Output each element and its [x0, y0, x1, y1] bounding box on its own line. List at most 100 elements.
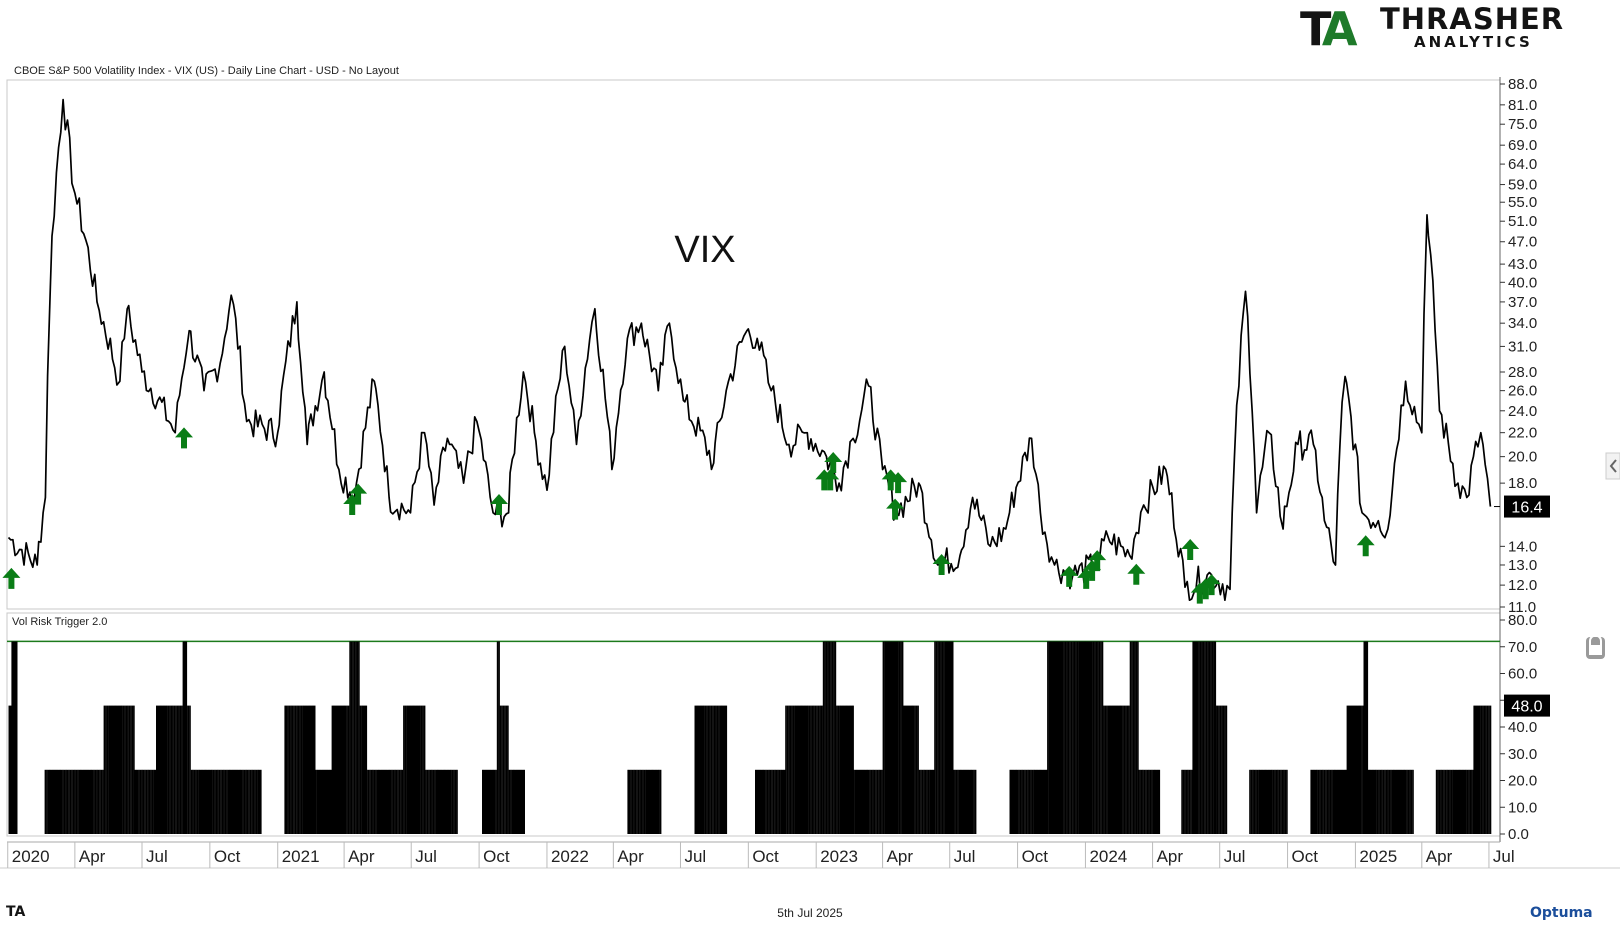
- trigger-bar: [236, 769, 238, 834]
- trigger-bar: [1086, 641, 1089, 834]
- trigger-bar: [63, 769, 66, 834]
- trigger-bar: [1040, 769, 1042, 834]
- trigger-bar: [1249, 769, 1251, 834]
- chevron-left-icon[interactable]: [1605, 452, 1620, 480]
- trigger-bar: [124, 705, 126, 834]
- trigger-bar: [1370, 769, 1373, 834]
- trigger-bar: [828, 641, 831, 834]
- trigger-bar: [118, 705, 120, 834]
- trigger-bar: [1365, 641, 1367, 834]
- trigger-bar: [1356, 705, 1359, 834]
- trigger-bar: [88, 769, 91, 834]
- trigger-bar: [771, 769, 773, 834]
- trigger-bar: [1125, 705, 1127, 834]
- trigger-bar: [1196, 641, 1199, 834]
- trigger-bar: [422, 705, 424, 834]
- trigger-bar: [429, 769, 432, 834]
- trigger-bar: [1058, 641, 1061, 834]
- trigger-bar: [1210, 641, 1212, 834]
- trigger-bar: [226, 769, 228, 834]
- trigger-bar: [401, 769, 404, 834]
- trigger-bar: [958, 769, 961, 834]
- trigger-bar: [254, 769, 256, 834]
- trigger-bar: [1207, 641, 1209, 834]
- lock-icon[interactable]: [1586, 634, 1605, 660]
- trigger-bar: [905, 705, 908, 834]
- trigger-bar: [778, 769, 781, 834]
- trigger-bar: [157, 705, 160, 834]
- trigger-bar: [1258, 769, 1260, 834]
- trigger-bar: [1277, 769, 1279, 834]
- trigger-bar: [431, 769, 433, 834]
- trigger-bar: [1328, 769, 1330, 834]
- trigger-bar: [1252, 769, 1254, 834]
- trigger-bar: [1331, 769, 1333, 834]
- trigger-bar: [944, 641, 947, 834]
- y-tick-label: 20.0: [1508, 773, 1537, 790]
- trigger-bar: [395, 769, 398, 834]
- trigger-bar: [725, 705, 728, 834]
- trigger-bar: [1278, 769, 1281, 834]
- trigger-bar: [1455, 769, 1457, 834]
- y-tick-label: 40.0: [1508, 274, 1537, 291]
- trigger-bar: [1044, 769, 1047, 834]
- trigger-bar: [1039, 769, 1041, 834]
- trigger-bar: [54, 769, 57, 834]
- trigger-bar: [1137, 641, 1139, 834]
- trigger-bar: [166, 705, 168, 834]
- trigger-bar: [208, 769, 210, 834]
- trigger-bar: [227, 769, 230, 834]
- y-tick-label: 13.0: [1508, 557, 1537, 574]
- trigger-bar: [204, 769, 206, 834]
- trigger-bar: [1396, 769, 1398, 834]
- trigger-bar: [1199, 641, 1202, 834]
- trigger-bar: [1483, 705, 1486, 834]
- trigger-bar: [853, 769, 855, 834]
- trigger-bar: [257, 769, 259, 834]
- trigger-bar: [1412, 769, 1414, 834]
- trigger-bar: [383, 769, 386, 834]
- trigger-bar: [403, 705, 405, 834]
- trigger-bar: [1410, 769, 1413, 834]
- trigger-bar: [56, 769, 58, 834]
- trigger-bar: [486, 769, 489, 834]
- y-tick-label: 55.0: [1508, 194, 1537, 211]
- trigger-bar: [1021, 769, 1023, 834]
- trigger-bar: [1148, 769, 1150, 834]
- arrow-up-shape: [1181, 539, 1200, 560]
- trigger-bar: [1438, 769, 1441, 834]
- trigger-bar: [802, 705, 805, 834]
- trigger-bar: [379, 769, 382, 834]
- trigger-bar: [220, 769, 222, 834]
- x-tick-label: Apr: [887, 847, 914, 866]
- trigger-bar: [1016, 769, 1019, 834]
- trigger-bar: [1095, 641, 1098, 834]
- trigger-bar: [1352, 705, 1355, 834]
- trigger-bar: [1256, 769, 1259, 834]
- y-tick-label: 20.0: [1508, 449, 1537, 466]
- trigger-bar: [710, 705, 713, 834]
- arrow-up-icon: [932, 554, 951, 575]
- trigger-bar: [843, 705, 846, 834]
- trigger-bar: [1482, 705, 1484, 834]
- trigger-bar: [1393, 769, 1395, 834]
- trigger-bar: [1489, 705, 1492, 834]
- trigger-bar: [834, 641, 837, 834]
- trigger-bar: [498, 641, 500, 834]
- trigger-bar: [649, 769, 652, 834]
- trigger-bar: [303, 705, 306, 834]
- trigger-bar: [839, 705, 841, 834]
- trigger-bar: [1112, 705, 1114, 834]
- trigger-bar: [653, 769, 656, 834]
- trigger-bar: [1182, 769, 1185, 834]
- trigger-bar: [296, 705, 298, 834]
- trigger-bar: [334, 705, 337, 834]
- y-tick-label: 34.0: [1508, 315, 1537, 332]
- trigger-bar: [229, 769, 231, 834]
- trigger-bar: [416, 705, 418, 834]
- trigger-bar: [1269, 769, 1272, 834]
- trigger-bar: [1146, 769, 1149, 834]
- trigger-bar: [642, 769, 644, 834]
- trigger-bar: [1028, 769, 1031, 834]
- y-tick-label: 70.0: [1508, 639, 1537, 656]
